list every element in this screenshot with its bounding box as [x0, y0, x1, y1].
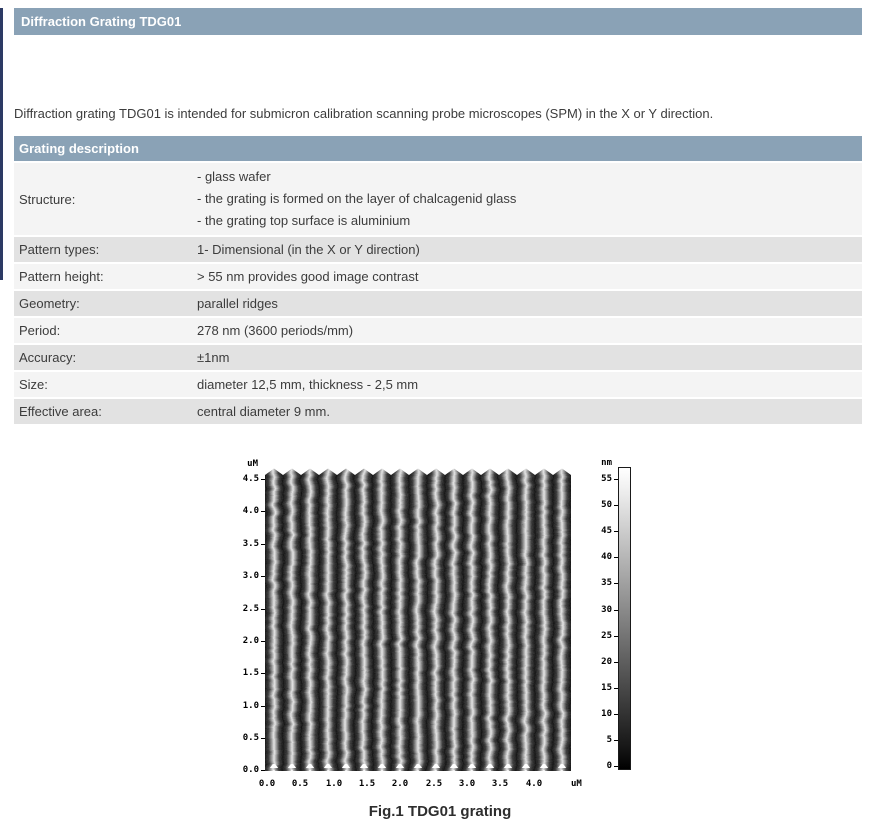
row-label: Accuracy: — [19, 350, 77, 365]
colorbar-tick: 45 — [578, 526, 618, 536]
x-tick: 1.0 — [325, 779, 343, 789]
colorbar-tick: 20 — [578, 657, 618, 667]
x-tick: 4.0 — [525, 779, 543, 789]
y-tick: 0.5 — [230, 733, 265, 743]
y-tick: 1.0 — [230, 701, 265, 711]
row-label: Pattern types: — [19, 242, 100, 257]
y-tick: 4.0 — [230, 506, 265, 516]
y-tick: 2.5 — [230, 604, 265, 614]
colorbar-tick: 50 — [578, 500, 618, 510]
row-label: Period: — [19, 323, 61, 338]
tick-mark — [614, 687, 618, 689]
figure-caption: Fig.1 TDG01 grating — [368, 803, 512, 820]
row-value-line: - the grating top surface is aluminium — [197, 213, 411, 228]
y-tick: 0.0 — [230, 765, 265, 775]
x-tick: 3.0 — [458, 779, 476, 789]
afm-scan-image — [265, 467, 571, 771]
row-value-line: - the grating is formed on the layer of … — [197, 191, 517, 206]
table-row-period: Period: 278 nm (3600 periods/mm) — [14, 316, 862, 343]
row-value: - glass wafer - the grating is formed on… — [197, 163, 862, 235]
colorbar-tick: 35 — [578, 578, 618, 588]
x-tick: 1.5 — [358, 779, 376, 789]
intro-text: Diffraction grating TDG01 is intended fo… — [14, 106, 714, 121]
tick-mark — [614, 739, 618, 741]
tick-mark — [261, 478, 265, 480]
x-axis-unit-label: uM — [571, 779, 582, 789]
page-title-bar: Diffraction Grating TDG01 — [14, 8, 862, 35]
y-tick: 1.5 — [230, 668, 265, 678]
tick-mark — [261, 640, 265, 642]
table-row-accuracy: Accuracy: ±1nm — [14, 343, 862, 370]
table-row-effective-area: Effective area: central diameter 9 mm. — [14, 397, 862, 424]
y-tick: 3.0 — [230, 571, 265, 581]
tick-mark — [614, 556, 618, 558]
y-tick: 3.5 — [230, 539, 265, 549]
row-label: Effective area: — [19, 404, 102, 419]
table-row-size: Size: diameter 12,5 mm, thickness - 2,5 … — [14, 370, 862, 397]
row-label: Structure: — [19, 191, 76, 207]
tick-mark — [261, 737, 265, 739]
row-value: central diameter 9 mm. — [197, 404, 330, 419]
row-value-line: - glass wafer — [197, 169, 271, 184]
tick-mark — [261, 575, 265, 577]
table-section-title: Grating description — [19, 141, 139, 156]
x-tick: 0.0 — [258, 779, 276, 789]
table-row-geometry: Geometry: parallel ridges — [14, 289, 862, 316]
x-tick: 2.5 — [425, 779, 443, 789]
table-section-header: Grating description — [14, 136, 862, 161]
x-tick: 3.5 — [491, 779, 509, 789]
y-tick: 4.5 — [230, 474, 265, 484]
row-value: > 55 nm provides good image contrast — [197, 269, 419, 284]
row-label: Size: — [19, 377, 48, 392]
colorbar-tick: 15 — [578, 683, 618, 693]
tick-mark — [614, 530, 618, 532]
x-tick: 0.5 — [291, 779, 309, 789]
tick-mark — [614, 713, 618, 715]
afm-figure: uM 4.5 4.0 3.5 3.0 2.5 2.0 1.5 1.0 0.5 0… — [230, 456, 660, 831]
tick-mark — [261, 769, 265, 771]
tick-mark — [614, 661, 618, 663]
table-row-pattern-height: Pattern height: > 55 nm provides good im… — [14, 262, 862, 289]
colorbar-tick: 10 — [578, 709, 618, 719]
tick-mark — [614, 765, 618, 767]
tick-mark — [261, 705, 265, 707]
tick-mark — [261, 543, 265, 545]
row-label: Geometry: — [19, 296, 80, 311]
table-row-structure: Structure: - glass wafer - the grating i… — [14, 161, 862, 235]
tick-mark — [614, 478, 618, 480]
table-row-pattern-types: Pattern types: 1- Dimensional (in the X … — [14, 235, 862, 262]
colorbar-tick: 5 — [578, 735, 618, 745]
tick-mark — [261, 510, 265, 512]
tick-mark — [261, 608, 265, 610]
tick-mark — [614, 635, 618, 637]
tick-mark — [614, 609, 618, 611]
colorbar-tick: 40 — [578, 552, 618, 562]
colorbar-tick: 30 — [578, 605, 618, 615]
colorbar-tick: 25 — [578, 631, 618, 641]
row-value: 278 nm (3600 periods/mm) — [197, 323, 354, 338]
y-tick: 2.0 — [230, 636, 265, 646]
colorbar-gradient — [618, 467, 631, 770]
row-label: Pattern height: — [19, 269, 104, 284]
colorbar-tick: 0 — [578, 761, 618, 771]
tick-mark — [614, 504, 618, 506]
x-tick: 2.0 — [391, 779, 409, 789]
row-value: parallel ridges — [197, 296, 278, 311]
spec-table: Structure: - glass wafer - the grating i… — [14, 161, 862, 424]
page-content: Diffraction Grating TDG01 Diffraction gr… — [14, 8, 862, 831]
row-value: 1- Dimensional (in the X or Y direction) — [197, 242, 420, 257]
page-title: Diffraction Grating TDG01 — [21, 14, 182, 29]
row-value: ±1nm — [197, 350, 230, 365]
y-axis-unit-label: uM — [247, 459, 258, 469]
left-accent-line — [0, 8, 3, 280]
colorbar-tick: 55 — [578, 474, 618, 484]
row-value: diameter 12,5 mm, thickness - 2,5 mm — [197, 377, 419, 392]
tick-mark — [261, 672, 265, 674]
colorbar-unit-label: nm — [601, 458, 612, 468]
tick-mark — [614, 582, 618, 584]
